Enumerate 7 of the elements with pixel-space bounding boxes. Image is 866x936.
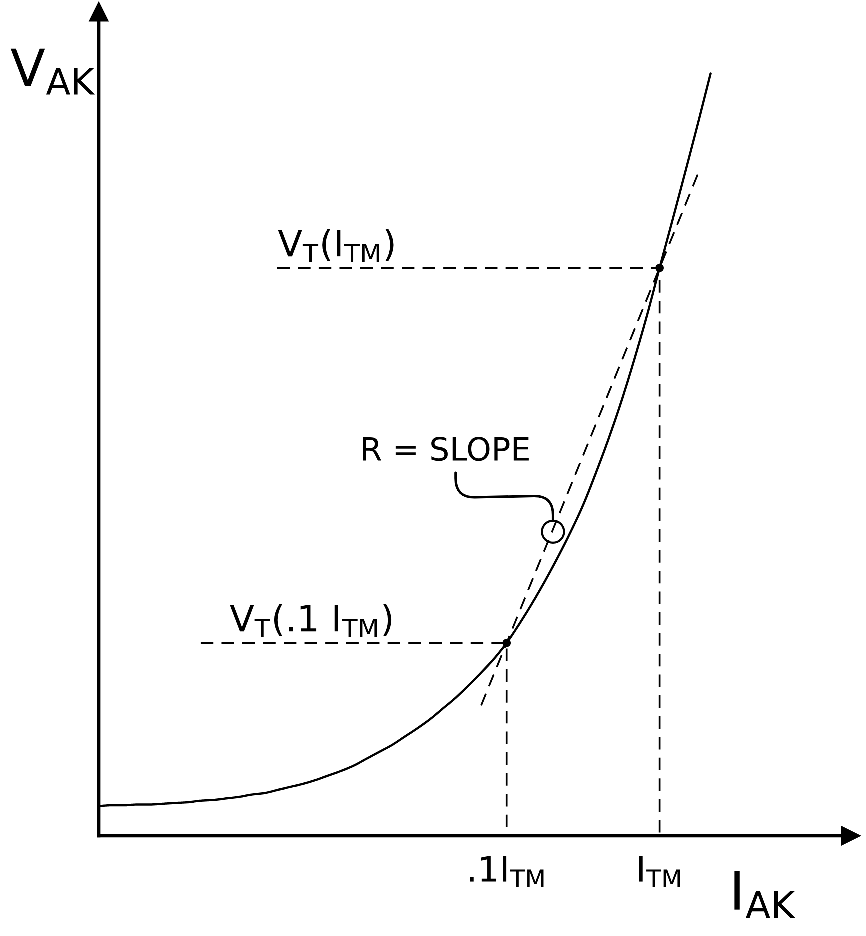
x-tick-label: I$_{TM}$: [639, 856, 680, 888]
x-axis-title: I$_{AK}$: [734, 871, 796, 918]
annotation: V$_{T}$(.1 I$_{TM}$): [230, 604, 392, 638]
y-axis-title: V$_{AK}$: [10, 48, 96, 95]
annotation: V$_{T}$(I$_{TM}$): [278, 229, 394, 262]
x-tick-label: .1I$_{TM}$: [470, 856, 544, 888]
annotation: R = SLOPE: [363, 437, 529, 462]
